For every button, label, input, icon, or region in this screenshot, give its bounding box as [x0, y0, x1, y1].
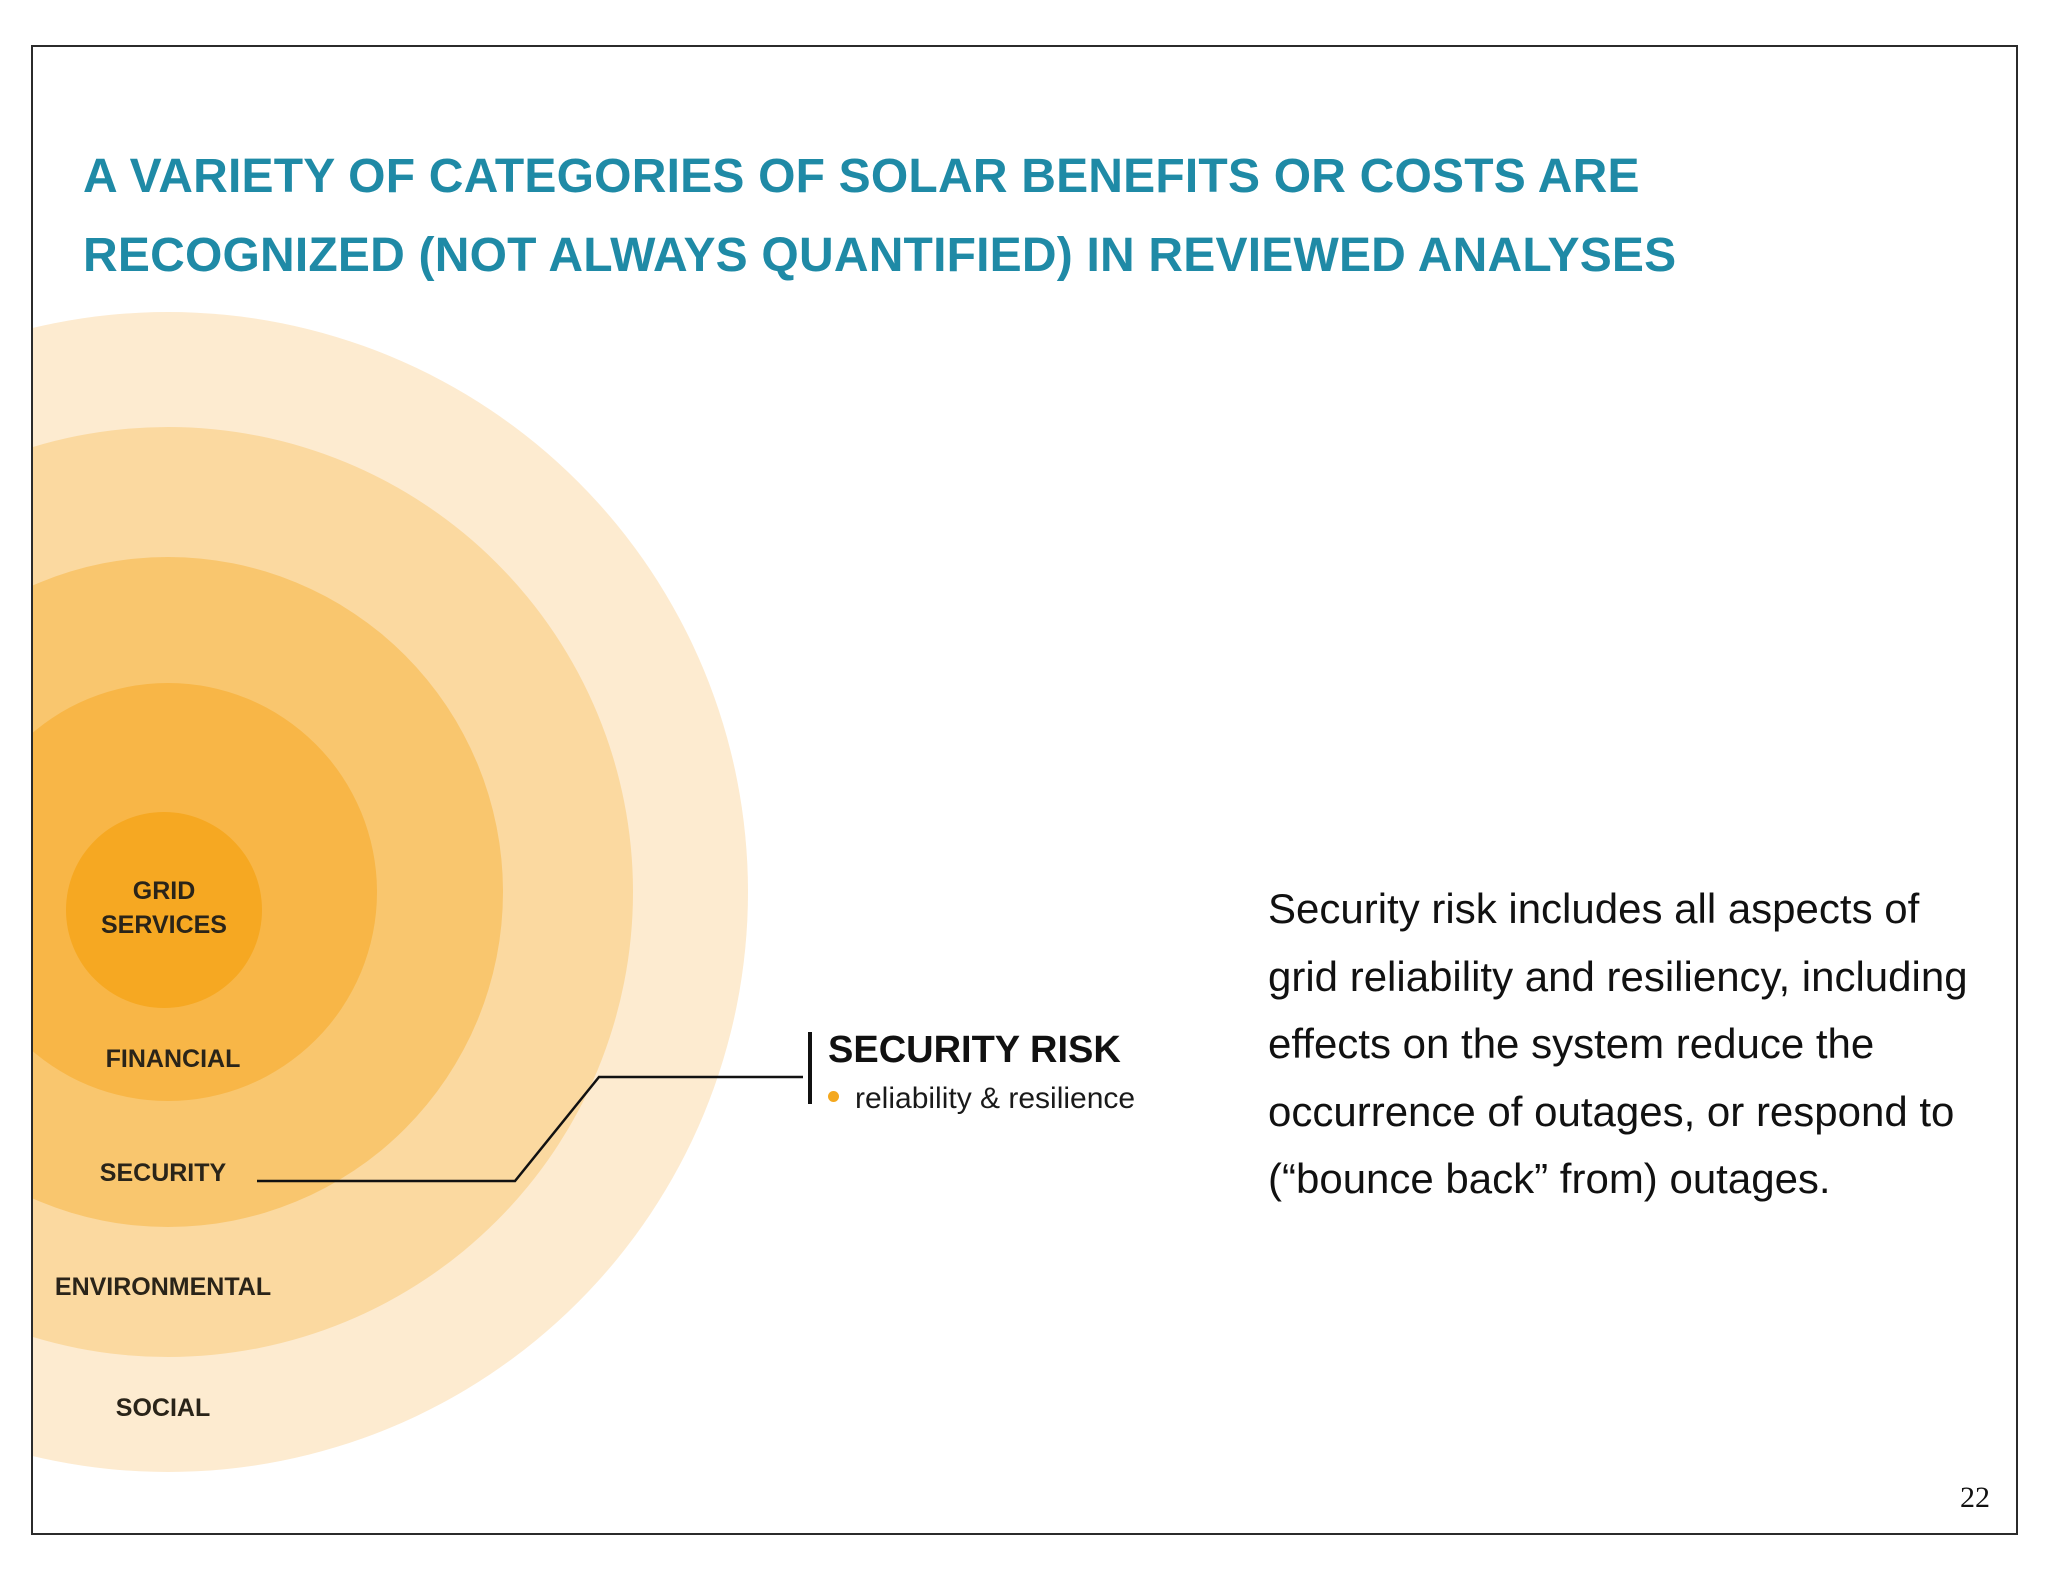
ring-label-social: SOCIAL	[115, 1394, 211, 1422]
slide-title-line-1: A VARIETY OF CATEGORIES OF SOLAR BENEFIT…	[83, 150, 1640, 203]
slide: A VARIETY OF CATEGORIES OF SOLAR BENEFIT…	[31, 45, 2018, 1535]
slide-title-line-2: RECOGNIZED (NOT ALWAYS QUANTIFIED) IN RE…	[83, 229, 1677, 282]
bullet-dot-icon	[828, 1090, 839, 1102]
ring-label-grid-services-line-1: GRID	[132, 877, 196, 905]
callout-bullet-text: reliability & resilience	[855, 1082, 1136, 1115]
ring-label-environmental: ENVIRONMENTAL	[54, 1273, 272, 1301]
callout-bar	[808, 1032, 812, 1104]
concentric-category-diagram	[33, 312, 803, 1472]
security-description: Security risk includes all aspects of gr…	[1268, 885, 1968, 1202]
ring-label-security: SECURITY	[99, 1159, 227, 1187]
security-risk-callout: SECURITY RISK reliability & resilience	[808, 1027, 1135, 1117]
ring-label-grid-services: GRID SERVICES	[84, 874, 244, 942]
ring-label-grid-services-line-2: SERVICES	[101, 911, 227, 939]
security-connector-line	[257, 1075, 803, 1183]
slide-title: A VARIETY OF CATEGORIES OF SOLAR BENEFIT…	[83, 137, 1963, 295]
ring-label-financial: FINANCIAL	[105, 1045, 241, 1073]
callout-bullet-item: reliability & resilience	[828, 1081, 1135, 1117]
page-number: 22	[1960, 1481, 1990, 1514]
ring-grid-services	[66, 812, 262, 1008]
callout-heading: SECURITY RISK	[828, 1029, 1121, 1071]
